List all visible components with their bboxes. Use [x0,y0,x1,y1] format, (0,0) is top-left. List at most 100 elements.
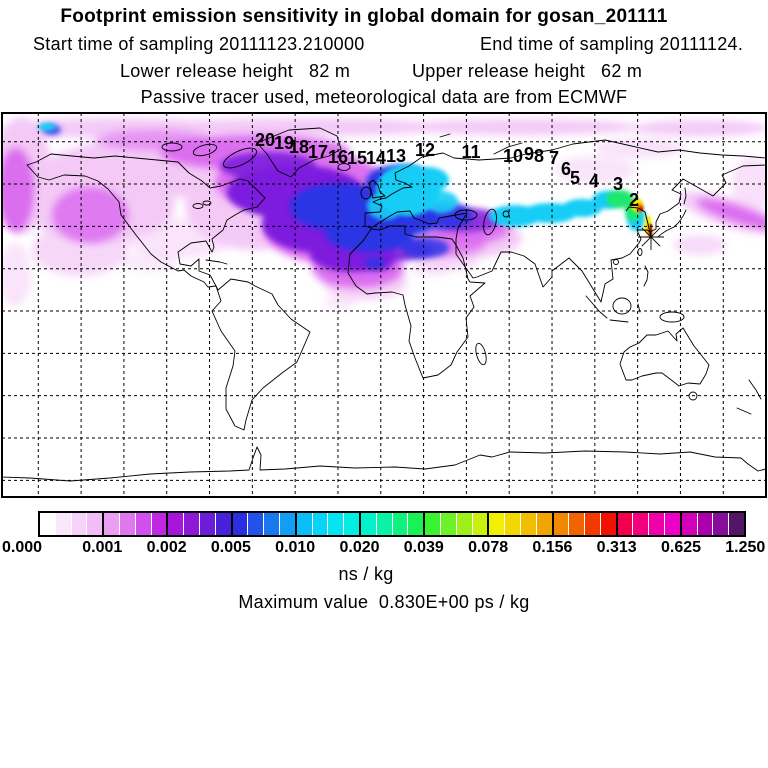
trajectory-day-label-6: 6 [561,159,571,179]
coast-new-zealand [736,379,762,415]
colorbar-cell [536,513,552,535]
colorbar [38,511,746,537]
colorbar-cell [472,513,488,535]
colorbar-cell [520,513,536,535]
trajectory-day-label-20: 20 [255,130,275,150]
footprint-field [3,117,765,310]
end-time-text: End time of sampling 20111124. 0 [480,34,768,54]
colorbar-cell [649,513,665,535]
coast-svalbard [439,133,451,138]
colorbar-cell [440,513,456,535]
trajectory-day-label-3: 3 [613,174,623,194]
coast-cuba [205,259,228,265]
maximum-value-label: Maximum value 0.830E+00 ps / kg [238,592,530,612]
map-frame [1,112,767,498]
colorbar-cell [135,513,151,535]
colorbar-cell [328,513,344,535]
colorbar-cell [697,513,713,535]
coast-antarctica [3,446,765,482]
colorbar-tick-labels: 0.000 0.001 0.002 0.005 0.010 0.020 0.039 0.078… [2,539,765,557]
coast-great-lakes [192,203,204,209]
colorbar-cell [456,513,472,535]
release-heights-line: Lower release height 82 m Upper release … [0,61,768,83]
coast-north-america [26,153,266,288]
colorbar-cell [376,513,392,535]
colorbar-cell [184,513,199,535]
colorbar-cell [232,513,248,535]
colorbar-cell [40,513,55,535]
trajectory-day-label-10: 10 [503,146,523,166]
trajectory-day-label-18: 18 [289,137,309,157]
trajectory-day-label-19: 19 [274,133,294,153]
colorbar-tick-label: 0.001 [82,539,123,556]
colorbar-tick-label: 0.078 [468,539,509,556]
colorbar-cell [489,513,505,535]
lower-release-height-text: Lower release height 82 m [120,61,351,81]
trajectory-day-label-7: 7 [549,148,559,168]
colorbar-cell [104,513,119,535]
colorbar-cell [617,513,633,535]
coast-britain [368,179,386,199]
trajectory-day-label-11: 11 [461,142,480,162]
coast-tasmania [688,391,698,401]
coast-philippines [643,265,649,287]
colorbar-tick-label: 0.000 [1,539,43,556]
colorbar-cell [87,513,103,535]
coast-black-sea [454,209,478,221]
coast-sakhalin [683,187,687,205]
coast-great-lakes-2 [202,200,212,206]
coast-baffin [222,147,258,169]
coast-eurasia [364,139,765,303]
colorbar-segment [425,513,490,535]
colorbar-cell [633,513,649,535]
colorbar-tick-label: 0.156 [532,539,573,556]
colorbar-cell [151,513,167,535]
colorbar-tick-label: 0.020 [339,539,380,556]
colorbar-cell [408,513,424,535]
colorbar-cell [569,513,585,535]
colorbar-cell [360,513,376,535]
coast-victoria-island [192,143,218,157]
colorbar-segment [553,513,618,535]
trajectory-day-label-5: 5 [570,168,580,188]
trajectory-day-label-17: 17 [308,142,328,162]
trajectory-day-label-15: 15 [347,148,367,168]
coast-java [609,319,629,323]
coast-caspian-sea [483,208,497,236]
colorbar-cell [713,513,729,535]
coast-south-america [211,278,311,431]
station-asterisk-ray [641,227,661,247]
colorbar-cell [553,513,569,535]
colorbar-cell [248,513,264,535]
trajectory-day-label-4: 4 [589,171,599,191]
sampling-times-line: Start time of sampling 20111123.210000 E… [0,34,768,56]
colorbar-segment [617,513,682,535]
colorbar-tick-label: 0.039 [403,539,444,556]
colorbar-cell [264,513,279,535]
colorbar-segment [296,513,361,535]
start-time-text: Start time of sampling 20111123.210000 [33,34,365,54]
coast-novaya-zemlya [493,142,523,155]
coast-japan [657,209,687,238]
coast-borneo [612,297,632,315]
colorbar-tick-label: 1.250 [725,539,766,556]
trajectory-day-label-14: 14 [366,148,386,168]
colorbar-cell [71,513,87,535]
coast-taiwan [637,248,643,256]
colorbar-cell [681,513,697,535]
colorbar-segment [168,513,233,535]
colorbar-cell [55,513,71,535]
colorbar-cell [585,513,600,535]
coast-hainan [613,259,619,265]
footprint-cyan-layer [38,123,645,231]
colorbar-cell [168,513,184,535]
colorbar-segment [232,513,297,535]
coast-sulawesi [637,303,641,313]
colorbar-cell [199,513,215,535]
coast-ireland [360,186,372,200]
colorbar-units-label: ns / kg [338,564,394,584]
colorbar-tick-label: 0.625 [660,539,702,556]
colorbar-tick-label: 0.002 [146,539,187,556]
colorbar-tick-label: 0.010 [275,539,316,556]
